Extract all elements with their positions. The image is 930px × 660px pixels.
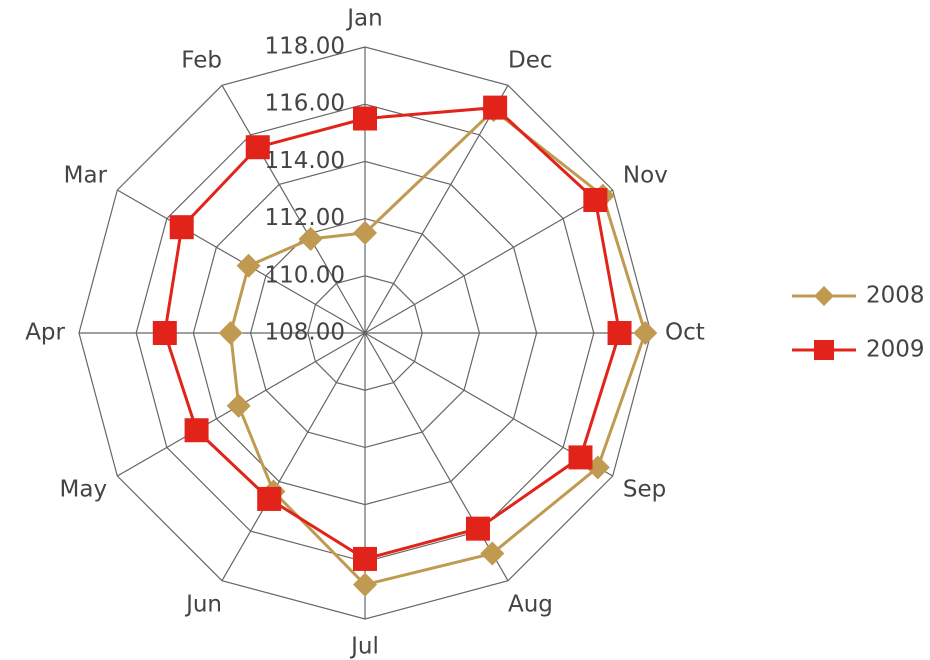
marker: [353, 546, 377, 571]
spoke: [221, 85, 366, 334]
marker: [245, 135, 270, 160]
category-label: May: [60, 477, 108, 503]
category-label: Feb: [181, 48, 222, 74]
marker: [257, 486, 282, 511]
marker: [353, 106, 377, 131]
category-label: Aug: [508, 591, 553, 617]
spoke: [364, 85, 509, 334]
marker: [483, 95, 508, 120]
marker: [236, 253, 261, 278]
category-label: Dec: [508, 48, 553, 74]
legend-marker: [814, 340, 834, 360]
y-tick-label: 108.00: [265, 320, 345, 346]
category-label: Apr: [25, 320, 65, 346]
marker: [184, 418, 209, 443]
marker: [583, 188, 608, 213]
marker: [465, 516, 490, 541]
y-tick-label: 112.00: [265, 205, 345, 231]
y-tick-label: 110.00: [265, 262, 345, 288]
marker: [480, 541, 505, 566]
legend-label: 2008: [866, 283, 925, 309]
marker: [353, 572, 377, 597]
category-label: Nov: [623, 163, 668, 189]
legend-marker: [814, 286, 834, 306]
marker: [353, 220, 377, 245]
y-tick-label: 114.00: [265, 148, 345, 174]
spoke: [221, 332, 366, 581]
marker: [607, 321, 632, 345]
marker: [298, 226, 323, 251]
marker: [568, 445, 593, 470]
category-label: Jul: [349, 634, 379, 660]
spoke: [364, 189, 613, 334]
legend-label: 2009: [866, 337, 925, 363]
category-label: Jan: [345, 6, 382, 32]
y-tick-label: 118.00: [265, 34, 345, 60]
category-label: Sep: [623, 477, 666, 503]
marker: [226, 393, 251, 418]
category-label: Jun: [184, 591, 222, 617]
y-tick-label: 116.00: [265, 91, 345, 117]
marker: [169, 215, 194, 240]
spoke: [364, 332, 509, 581]
category-label: Mar: [64, 163, 108, 189]
marker: [152, 321, 177, 345]
marker: [218, 321, 243, 345]
category-label: Oct: [665, 320, 705, 346]
marker: [633, 321, 658, 345]
